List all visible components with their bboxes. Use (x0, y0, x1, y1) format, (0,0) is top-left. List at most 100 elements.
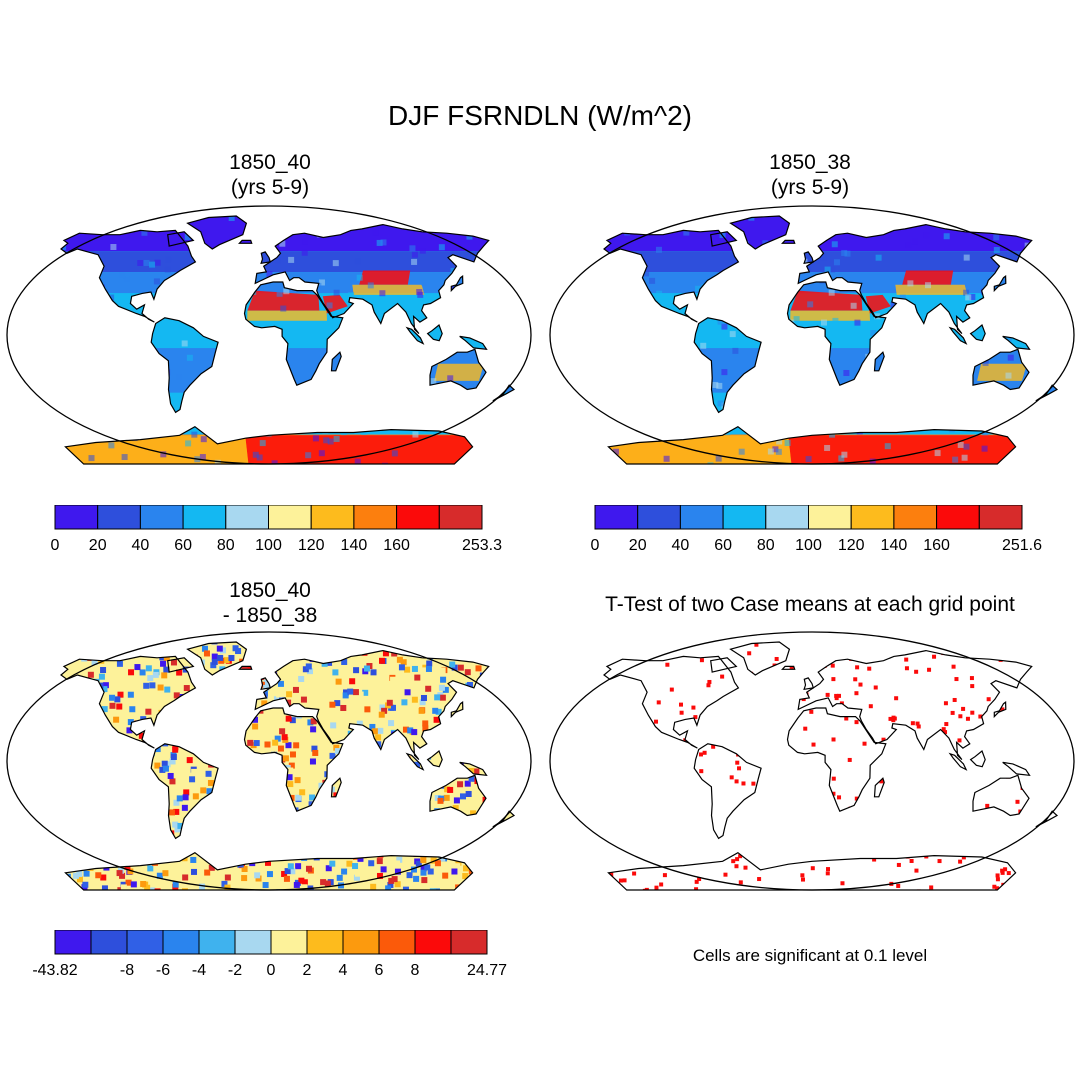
map-ocean (550, 632, 1074, 890)
colorbar-3-swatch (234, 930, 272, 955)
colorbar-1-label: 160 (383, 537, 410, 554)
colorbar-2-label: 251.6 (1002, 537, 1042, 554)
coastline-south-america (693, 317, 762, 414)
coastline-sumatra (948, 752, 968, 771)
colorbar-1-label: 120 (298, 537, 325, 554)
colorbar-2: 0 20 40 60 80 100 120 140 160 251.6 (591, 505, 1042, 554)
colorbar-2-swatch (765, 505, 810, 530)
colorbar-2-label: 0 (591, 537, 600, 554)
coastline-greenland (186, 215, 248, 250)
colorbar-1-swatch (225, 505, 270, 530)
colorbar-2-label: 160 (923, 537, 950, 554)
colorbar-2-label: 80 (757, 537, 775, 554)
panel-3-title-line1: 1850_40 (229, 579, 311, 602)
coastline-north-america (60, 655, 197, 749)
colorbar-3-label: -6 (156, 962, 170, 979)
coastline-australia (972, 774, 1030, 817)
colorbar-1: 0 20 40 60 80 100 120 140 160 253.3 (51, 505, 502, 554)
coastline-greenland (186, 641, 248, 676)
colorbar-3-label: 8 (411, 962, 420, 979)
coastline-south-america (693, 743, 762, 840)
coastline-sumatra (405, 326, 425, 345)
colorbar-1-swatch (54, 505, 99, 530)
panel-3-title: 1850_40 - 1850_38 (140, 578, 400, 628)
coastline-new-guinea (1002, 335, 1031, 351)
coastline-eurasia (254, 223, 490, 335)
coastline-africa (243, 281, 344, 386)
colorbar-2-label: 60 (714, 537, 732, 554)
colorbar-3-swatch (54, 930, 92, 955)
colorbar-3-label: 4 (339, 962, 348, 979)
coastline-australia (972, 348, 1030, 391)
panel-4-title: T-Test of two Case means at each grid po… (550, 592, 1070, 617)
colorbar-2-swatch (637, 505, 681, 530)
coastline-british-isles (260, 251, 272, 265)
coastline-new-guinea (459, 335, 488, 351)
coastline-baffin-island (710, 657, 738, 673)
coastline-british-isles (803, 677, 815, 691)
coastline-africa (786, 281, 887, 386)
colorbar-3-swatch (126, 930, 164, 955)
colorbar-1-swatch (182, 505, 227, 530)
colorbar-1-swatch (438, 505, 483, 530)
colorbar-1-label: 100 (255, 537, 282, 554)
coastline-borneo (426, 750, 443, 768)
coastline-iceland (238, 665, 253, 670)
coastline-japan (450, 275, 464, 293)
colorbar-1-label: 0 (51, 537, 60, 554)
colorbar-1-swatch (310, 505, 355, 530)
colorbar-1-label: 20 (89, 537, 107, 554)
colorbar-2-swatch (936, 505, 980, 530)
coastline-north-america (60, 229, 197, 323)
colorbar-3-label: 2 (303, 962, 312, 979)
colorbar-3-swatch (90, 930, 128, 955)
colorbar-3-swatch (342, 930, 380, 955)
colorbar-3-label: 6 (375, 962, 384, 979)
coastline-japan (993, 275, 1007, 293)
colorbar-3-label: -2 (228, 962, 242, 979)
coastline-baffin-island (710, 231, 738, 247)
panel-2-title-line2: (yrs 5-9) (770, 176, 850, 199)
coastline-eurasia (797, 223, 1033, 335)
coastline-antarctica (607, 425, 1017, 465)
coastline-iceland (781, 665, 796, 670)
coastline-sumatra (405, 752, 425, 771)
colorbar-3-label: -43.82 (32, 962, 77, 979)
panel-2-title-line1: 1850_38 (769, 151, 851, 174)
coastline-iceland (781, 239, 796, 244)
colorbar-3-swatch (378, 930, 416, 955)
coastline-north-america (603, 229, 740, 323)
coastline-greenland (729, 641, 791, 676)
colorbar-1-label: 80 (217, 537, 235, 554)
map-panel-1850-40 (6, 205, 532, 465)
colorbar-2-swatch (722, 505, 767, 530)
coastline-madagascar (873, 777, 885, 798)
colorbar-2-label: 120 (838, 537, 865, 554)
map-panel-1850-38 (549, 205, 1075, 465)
colorbar-1-label: 140 (341, 537, 368, 554)
panel-1-title-line1: 1850_40 (229, 151, 311, 174)
coastline-africa (786, 707, 887, 812)
main-title: DJF FSRNDLN (W/m^2) (387, 100, 692, 131)
map-border (549, 205, 1075, 465)
coastline-iceland (238, 239, 253, 244)
coastline-british-isles (803, 251, 815, 265)
coastline-madagascar (873, 351, 885, 372)
map-panel-ttest (549, 631, 1075, 891)
colorbar-1-swatch (268, 505, 312, 530)
colorbar-3-swatch (306, 930, 344, 955)
coastline-north-america (603, 655, 740, 749)
colorbar-3-label: 24.77 (467, 962, 507, 979)
colorbar-1-label: 40 (132, 537, 150, 554)
coastline-japan (450, 701, 464, 719)
panel-2-title: 1850_38 (yrs 5-9) (680, 150, 940, 200)
colorbar-3-label: -4 (192, 962, 206, 979)
coastline-baffin-island (167, 231, 195, 247)
colorbar-3: -43.82 -8 -6 -4 -2 0 2 4 6 8 24.77 (32, 930, 507, 979)
coastline-eurasia (254, 649, 490, 761)
coastline-baffin-island (167, 657, 195, 673)
coastline-south-america (150, 317, 219, 414)
colorbar-3-swatch (270, 930, 308, 955)
coastline-sumatra (948, 326, 968, 345)
colorbar-1-swatch (97, 505, 141, 530)
